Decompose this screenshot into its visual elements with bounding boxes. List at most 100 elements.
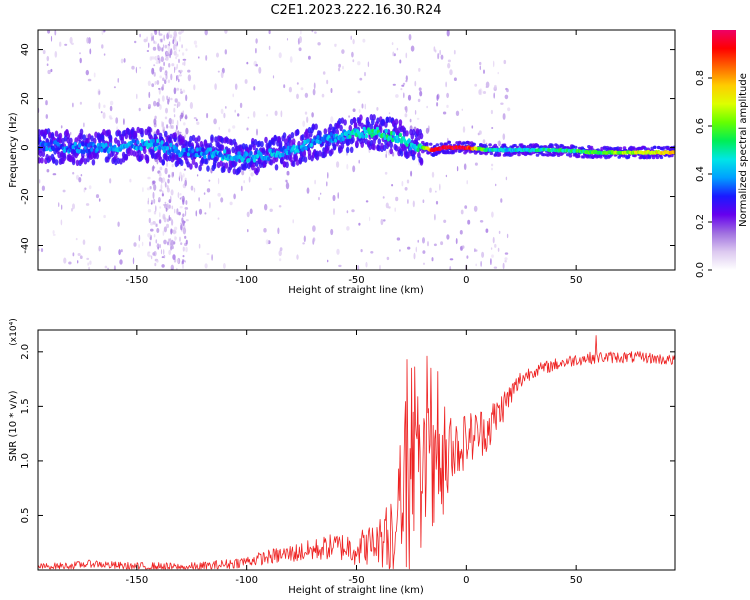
heatmap-noise-cell [405, 79, 408, 83]
heatmap-noise-cell [176, 208, 179, 215]
heatmap-noise-cell [308, 55, 311, 60]
heatmap-noise-cell [160, 177, 163, 184]
heatmap-halo-cell [54, 130, 59, 137]
heatmap-noise-cell [223, 112, 226, 119]
heatmap-ridge-cell [169, 142, 173, 148]
heatmap-noise-cell [306, 116, 309, 123]
heatmap-noise-cell [190, 185, 194, 191]
heatmap-noise-cell [193, 117, 197, 120]
heatmap-ridge-cell [139, 146, 143, 151]
heatmap-noise-cell [62, 189, 66, 193]
heatmap-noise-cell [75, 174, 80, 180]
heatmap-halo-cell [517, 153, 521, 157]
heatmap-noise-cell [54, 51, 58, 58]
heatmap-noise-cell [332, 194, 336, 202]
heatmap-noise-cell [170, 239, 174, 246]
heatmap-noise-cell [419, 90, 423, 97]
heatmap-noise-cell [431, 171, 435, 178]
heatmap-halo-cell [79, 128, 84, 135]
heatmap-noise-cell [178, 58, 180, 64]
heatmap-noise-cell [168, 214, 170, 222]
heatmap-noise-cell [407, 199, 409, 204]
heatmap-noise-cell [232, 93, 234, 98]
heatmap-halo-cell [626, 155, 631, 159]
heatmap-noise-cell [379, 264, 381, 270]
heatmap-noise-cell [193, 84, 196, 91]
heatmap-noise-cell [72, 102, 74, 108]
heatmap-noise-cell [166, 187, 170, 193]
heatmap-noise-cell [176, 75, 178, 82]
heatmap-noise-cell [205, 55, 208, 61]
heatmap-noise-cell [234, 83, 238, 90]
heatmap-noise-cell [246, 61, 249, 65]
heatmap-noise-cell [154, 115, 157, 120]
spectrogram-y-tick-label: -20 [20, 188, 31, 204]
heatmap-noise-cell [83, 188, 86, 193]
heatmap-noise-cell [163, 254, 166, 259]
heatmap-noise-cell [405, 52, 408, 59]
heatmap-halo-cell [493, 153, 498, 157]
heatmap-noise-cell [391, 42, 394, 46]
heatmap-noise-cell [180, 224, 183, 231]
colorbar-label: Normalized spectral amplitude [738, 73, 749, 227]
heatmap-noise-cell [148, 103, 151, 109]
heatmap-noise-cell [153, 198, 156, 204]
heatmap-noise-cell [181, 44, 184, 49]
heatmap-halo-cell [419, 159, 424, 166]
heatmap-ridge-cell [301, 147, 305, 152]
heatmap-noise-cell [446, 104, 449, 108]
heatmap-noise-cell [302, 242, 305, 245]
heatmap-noise-cell [464, 205, 468, 209]
figure-title: C2E1.2023.222.16.30.R24 [270, 3, 441, 18]
heatmap-noise-cell [388, 112, 391, 115]
heatmap-ridge-cell [267, 156, 271, 161]
heatmap-noise-cell [493, 266, 498, 269]
heatmap-noise-cell [206, 188, 211, 193]
heatmap-noise-cell [346, 226, 350, 231]
heatmap-ridge-cell [145, 140, 149, 145]
heatmap-noise-cell [502, 262, 505, 270]
heatmap-halo-cell [185, 141, 189, 148]
heatmap-noise-cell [278, 250, 282, 257]
heatmap-noise-cell [447, 59, 451, 63]
heatmap-halo-cell [161, 159, 165, 166]
heatmap-noise-cell [88, 185, 92, 190]
heatmap-noise-cell [240, 185, 243, 192]
heatmap-noise-cell [415, 246, 417, 253]
heatmap-halo-cell [164, 130, 168, 138]
heatmap-noise-cell [182, 227, 187, 235]
heatmap-halo-cell [244, 162, 248, 169]
heatmap-noise-cell [435, 200, 439, 205]
heatmap-halo-cell [351, 136, 355, 144]
heatmap-noise-cell [182, 199, 185, 205]
heatmap-ridge-cell [388, 135, 393, 140]
heatmap-halo-cell [406, 151, 411, 159]
heatmap-noise-cell [348, 115, 351, 118]
heatmap-noise-cell [85, 203, 90, 206]
heatmap-noise-cell [351, 209, 355, 213]
heatmap-noise-cell [182, 58, 187, 61]
heatmap-noise-cell [82, 239, 86, 245]
heatmap-noise-cell [161, 47, 164, 52]
heatmap-noise-cell [427, 241, 429, 247]
heatmap-noise-cell [312, 225, 316, 232]
heatmap-halo-cell [376, 117, 380, 124]
heatmap-noise-cell [159, 75, 162, 79]
heatmap-noise-cell [336, 248, 340, 255]
heatmap-halo-cell [189, 163, 193, 170]
heatmap-halo-cell [145, 154, 150, 162]
heatmap-halo-cell [571, 145, 575, 149]
colorbar-tick-label: 0.2 [695, 214, 706, 230]
heatmap-noise-cell [318, 196, 320, 201]
heatmap-noise-cell [500, 102, 504, 105]
heatmap-noise-cell [103, 214, 106, 219]
heatmap-noise-cell [296, 82, 299, 85]
heatmap-noise-cell [298, 47, 302, 52]
heatmap-noise-cell [133, 242, 137, 247]
heatmap-noise-cell [179, 117, 182, 122]
heatmap-halo-cell [282, 132, 287, 139]
heatmap-halo-cell [83, 158, 88, 165]
heatmap-noise-cell [172, 229, 176, 235]
heatmap-halo-cell [343, 119, 347, 126]
heatmap-noise-cell [185, 246, 188, 253]
